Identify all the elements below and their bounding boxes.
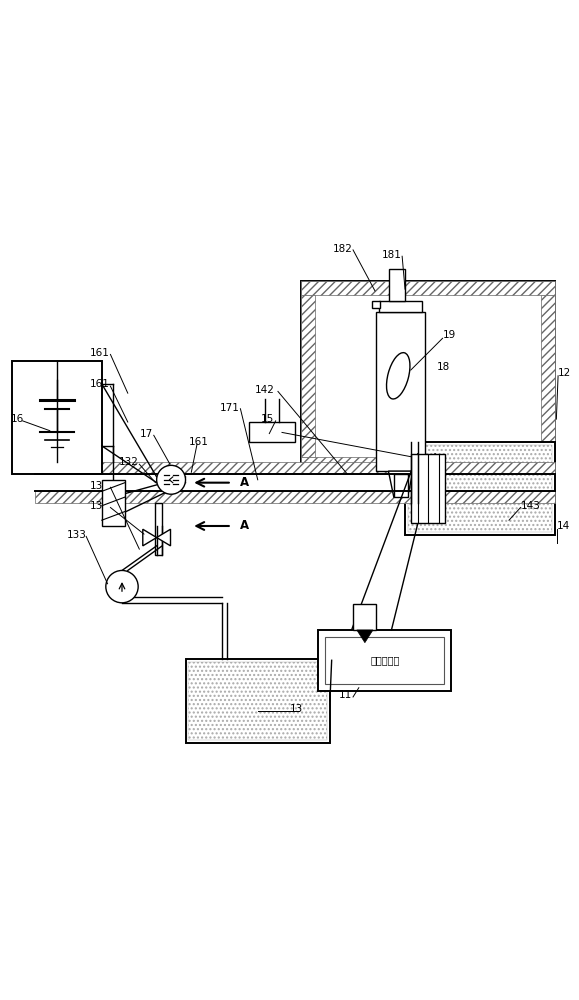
Text: 14: 14 (557, 521, 570, 531)
Bar (541, 295, 555, 457)
Text: 133: 133 (67, 530, 87, 540)
Text: 11: 11 (339, 690, 352, 700)
Text: 15: 15 (261, 414, 274, 424)
Polygon shape (143, 529, 170, 546)
Bar (389, 269, 405, 301)
Text: 161: 161 (90, 348, 110, 358)
Bar (301, 281, 555, 471)
Text: 18: 18 (437, 362, 450, 372)
Bar (318, 630, 451, 691)
Circle shape (157, 465, 185, 494)
Text: 181: 181 (382, 250, 402, 260)
Polygon shape (389, 471, 413, 497)
Text: 132: 132 (119, 457, 139, 467)
Text: 141: 141 (261, 426, 280, 436)
Bar (301, 457, 555, 471)
Text: A: A (240, 476, 250, 489)
Bar (35, 491, 555, 503)
Polygon shape (357, 630, 373, 643)
Text: 12: 12 (558, 368, 571, 378)
Text: 161: 161 (188, 437, 208, 447)
Bar (316, 295, 541, 457)
Text: 16: 16 (11, 414, 24, 424)
Bar (394, 474, 408, 497)
Bar (301, 295, 316, 457)
Bar (325, 637, 444, 684)
Text: 13: 13 (290, 704, 303, 714)
Bar (408, 445, 552, 532)
Text: 171: 171 (220, 403, 240, 413)
Bar (411, 454, 445, 523)
Circle shape (106, 570, 138, 603)
Bar (156, 503, 163, 555)
Text: 电位滴定仪: 电位滴定仪 (370, 655, 400, 665)
Bar (353, 604, 376, 630)
Text: 161: 161 (90, 379, 110, 389)
Bar (372, 301, 380, 308)
Bar (102, 480, 125, 526)
Bar (12, 361, 102, 474)
Bar (188, 662, 327, 740)
Ellipse shape (387, 353, 410, 399)
Bar (379, 301, 422, 312)
Bar (405, 442, 555, 535)
Text: 134: 134 (90, 501, 110, 511)
Text: 19: 19 (442, 330, 456, 340)
Bar (301, 281, 555, 295)
Text: 142: 142 (255, 385, 274, 395)
Text: 182: 182 (333, 244, 353, 254)
Text: 143: 143 (521, 501, 540, 511)
Text: 131: 131 (90, 481, 110, 491)
Bar (249, 422, 295, 442)
Text: A: A (240, 519, 250, 532)
Text: 17: 17 (140, 429, 153, 439)
Bar (376, 312, 425, 471)
Bar (185, 659, 330, 743)
Bar (35, 462, 555, 474)
Bar (35, 474, 555, 491)
